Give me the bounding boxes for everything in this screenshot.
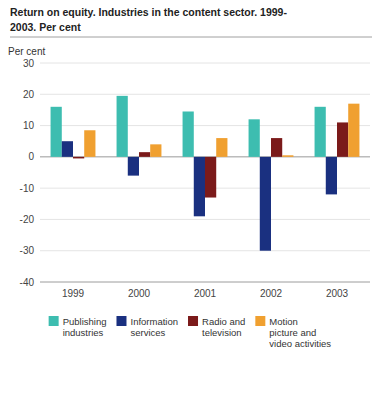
bar xyxy=(271,138,282,157)
grid-line xyxy=(40,282,370,283)
background xyxy=(0,0,380,395)
bar xyxy=(315,107,326,157)
title-line: Return on equity. Industries in the cont… xyxy=(10,6,287,18)
y-axis-label: Per cent xyxy=(8,46,45,57)
x-tick-label: 2000 xyxy=(128,288,151,299)
bar xyxy=(348,104,359,157)
legend-swatch xyxy=(255,316,265,326)
legend-label-line: Information xyxy=(130,316,178,327)
legend-label-line: industries xyxy=(63,327,104,338)
bar xyxy=(326,157,337,195)
title-line: 2003. Per cent xyxy=(10,21,81,33)
bar xyxy=(205,157,216,198)
y-tick-label: 0 xyxy=(28,151,34,162)
legend-label-line: services xyxy=(130,327,165,338)
bar xyxy=(84,130,95,157)
title: Return on equity. Industries in the cont… xyxy=(10,6,287,33)
x-tick-label: 2001 xyxy=(194,288,217,299)
bar xyxy=(128,157,139,176)
legend-label: Informationservices xyxy=(130,316,178,338)
x-tick-label: 2002 xyxy=(260,288,283,299)
legend-label-line: Motion xyxy=(269,316,298,327)
bar xyxy=(73,157,84,159)
x-tick-label: 1999 xyxy=(62,288,85,299)
legend-item: Motionpicture andvideo activities xyxy=(255,316,331,349)
y-tick-label: 10 xyxy=(23,120,35,131)
bar xyxy=(51,107,62,157)
legend-label-line: Publishing xyxy=(63,316,107,327)
legend-swatch xyxy=(49,316,59,326)
grid-line xyxy=(40,250,370,251)
y-tick-label: -40 xyxy=(20,277,35,288)
legend-label-line: Radio and xyxy=(202,316,245,327)
y-tick-label: 20 xyxy=(23,89,35,100)
legend-label: Radio andtelevision xyxy=(202,316,245,338)
title-rule xyxy=(10,37,372,38)
legend-item: Publishingindustries xyxy=(49,316,107,338)
bar xyxy=(260,157,271,251)
legend-item: Informationservices xyxy=(116,316,178,338)
legend-label: Publishingindustries xyxy=(63,316,107,338)
legend: Publishingindustries Informationservices R… xyxy=(49,316,332,349)
bar xyxy=(150,144,161,157)
legend-swatch xyxy=(116,316,126,326)
y-tick-label: -10 xyxy=(20,183,35,194)
legend-item: Radio andtelevision xyxy=(188,316,245,338)
legend-label-line: picture and xyxy=(269,327,316,338)
y-tick-label: -30 xyxy=(20,245,35,256)
grid-line xyxy=(40,63,370,64)
x-axis-line xyxy=(40,282,370,283)
legend-label-line: video activities xyxy=(269,338,331,349)
y-tick-label: 30 xyxy=(23,58,35,69)
legend-swatch xyxy=(188,316,198,326)
bar xyxy=(139,152,150,157)
bar xyxy=(117,96,128,157)
bar xyxy=(183,111,194,156)
bars xyxy=(51,96,360,251)
chart: Return on equity. Industries in the cont… xyxy=(0,0,380,395)
grid-line xyxy=(40,219,370,220)
x-tick-label: 2003 xyxy=(326,288,349,299)
grid-line xyxy=(40,94,370,95)
legend-label: Motionpicture andvideo activities xyxy=(269,316,331,349)
y-tick-label: -20 xyxy=(20,214,35,225)
bar xyxy=(282,155,293,157)
bar xyxy=(216,138,227,157)
bar xyxy=(249,119,260,157)
chart-container: Return on equity. Industries in the cont… xyxy=(0,0,380,395)
bar xyxy=(194,157,205,216)
bar xyxy=(337,122,348,156)
legend-label-line: television xyxy=(202,327,242,338)
bar xyxy=(62,141,73,157)
